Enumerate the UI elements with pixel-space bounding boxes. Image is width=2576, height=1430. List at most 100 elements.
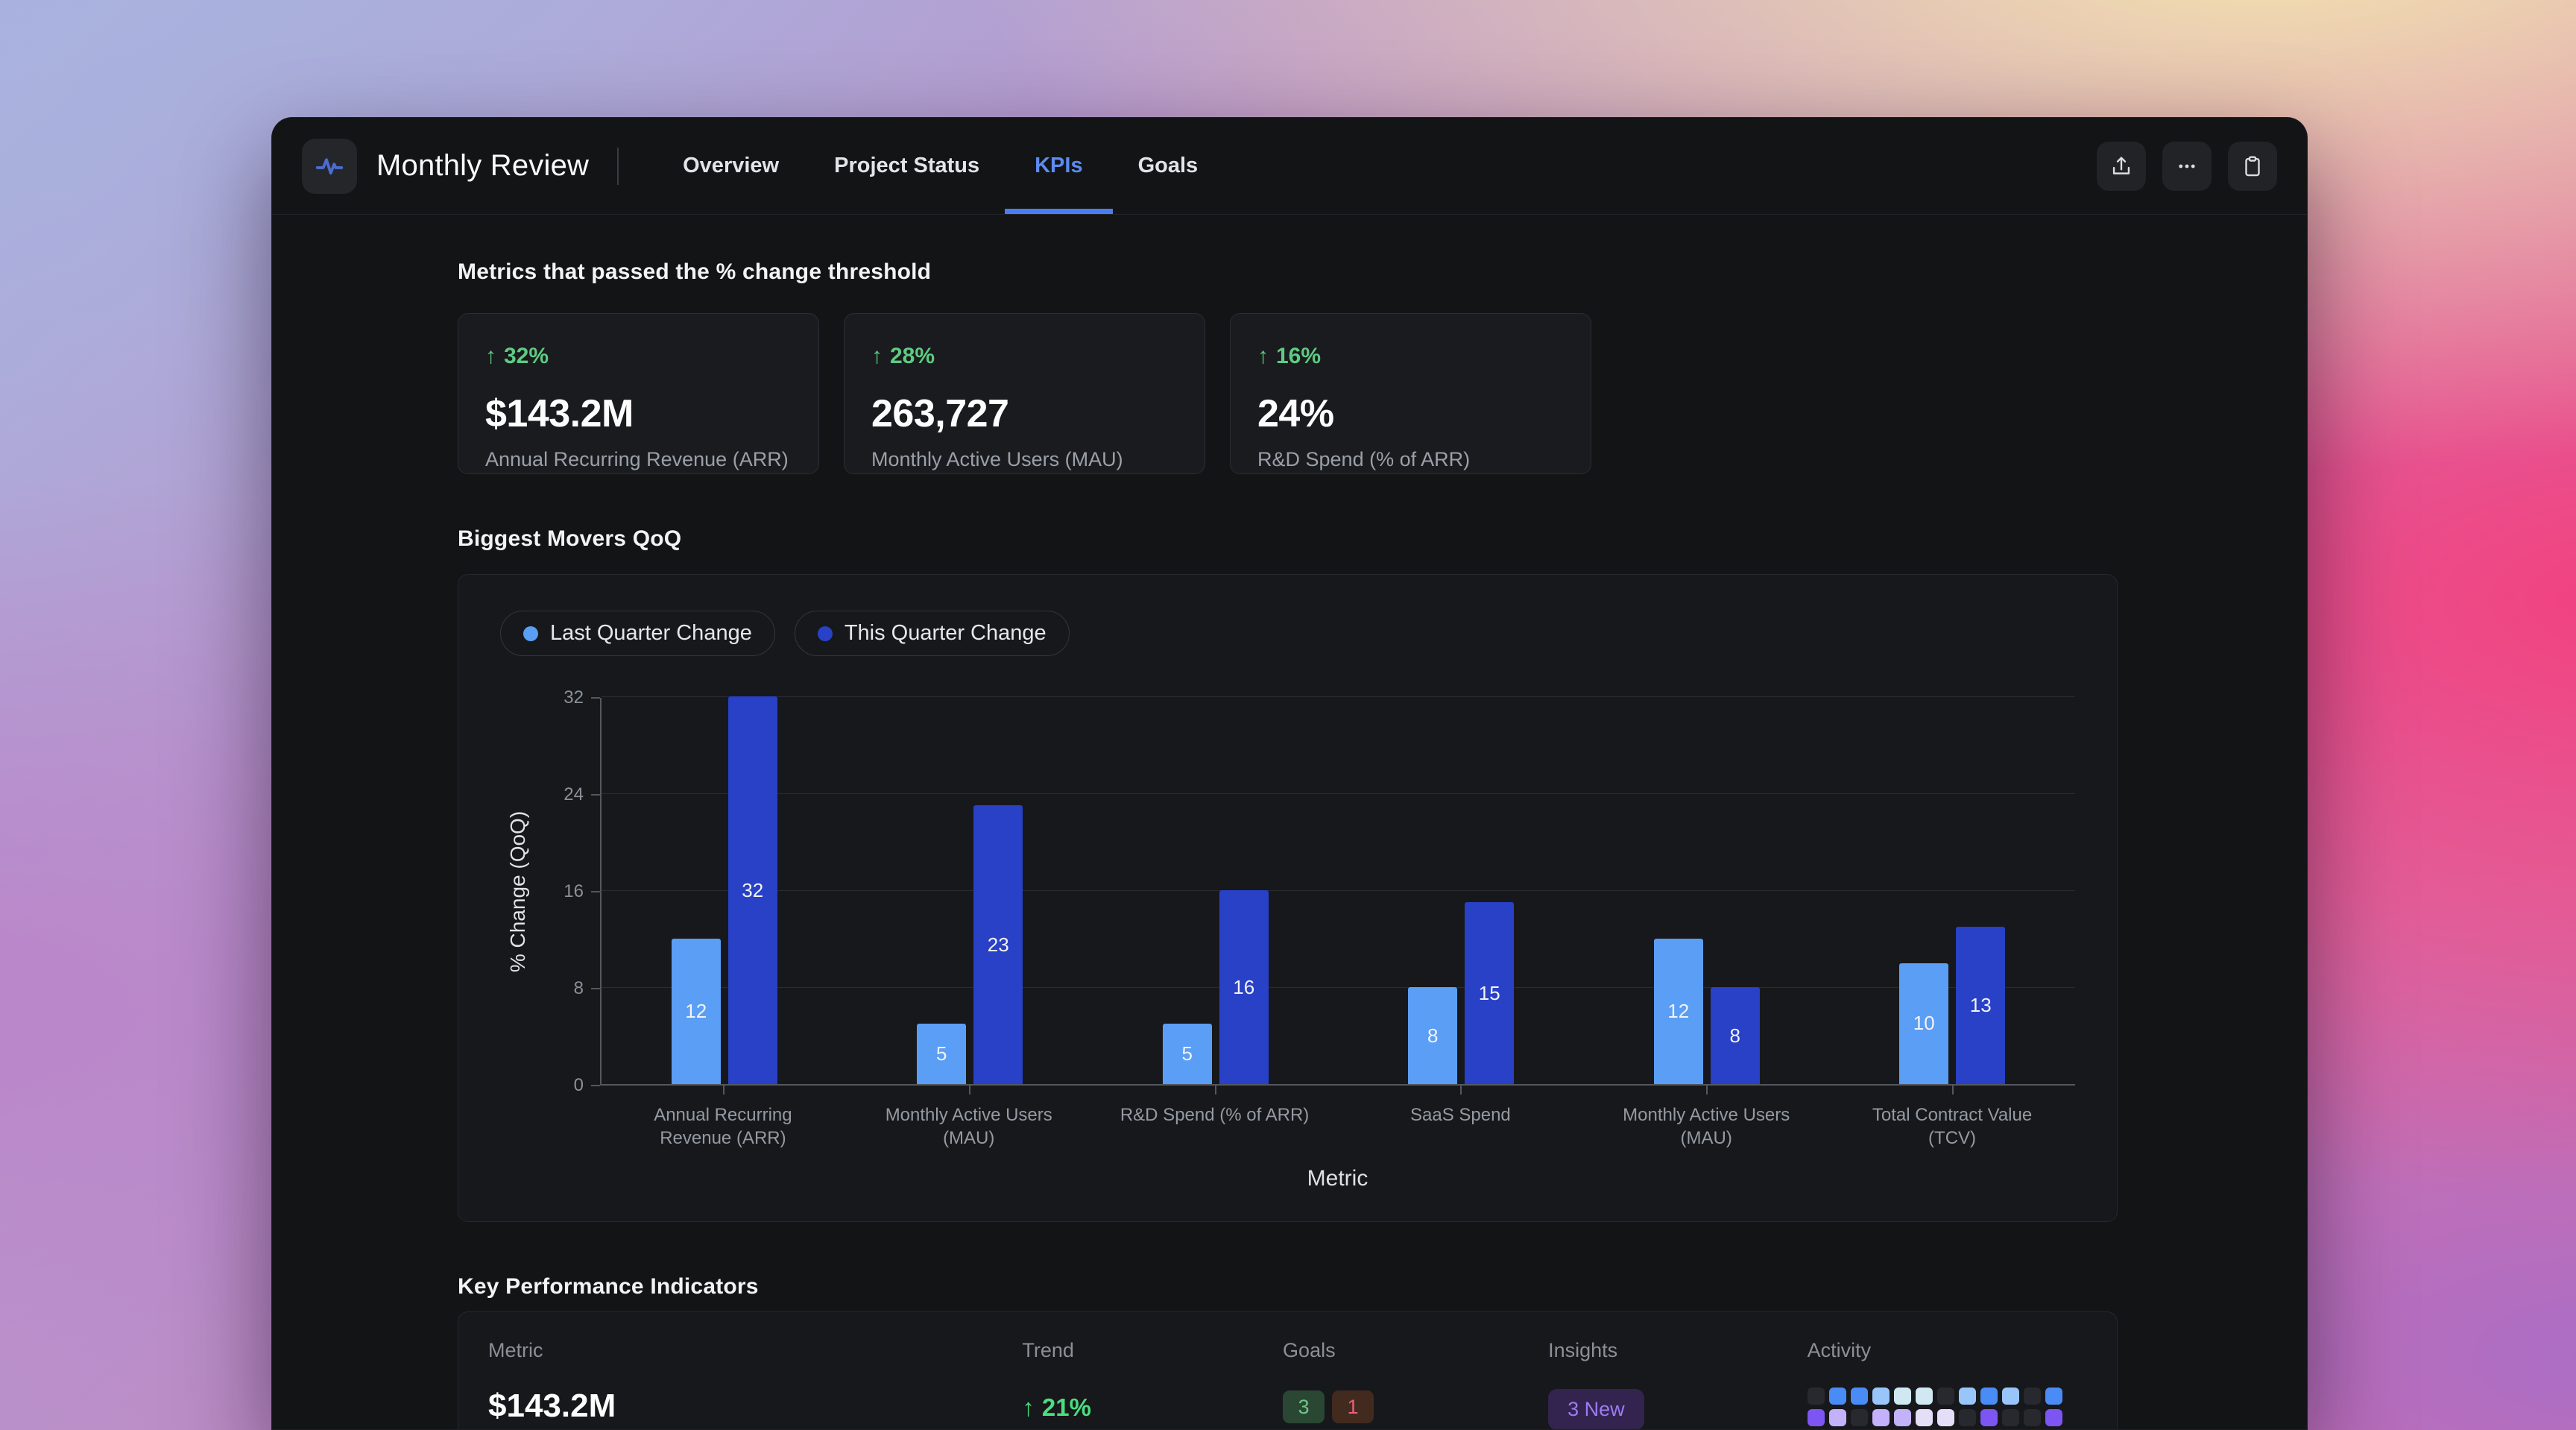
bar-chart: % Change (QoQ) 0 8 16 24 32 12 32 5 23 5 16 8 15 12 8…: [500, 687, 2076, 1191]
x-tick-icon: [1952, 1086, 1954, 1094]
app-header: Monthly Review Overview Project Status KPI…: [272, 118, 2307, 215]
column-header-trend: Trend: [1022, 1339, 1074, 1362]
metric-change-value: 16%: [1276, 344, 1322, 368]
tab-project-status[interactable]: Project Status: [834, 118, 979, 214]
activity-cell: [2023, 1388, 2041, 1405]
x-axis-category-label: Monthly Active Users (MAU): [1623, 1105, 1790, 1149]
activity-cell: [1872, 1388, 1890, 1405]
x-tick-icon: [722, 1086, 724, 1094]
tab-goals[interactable]: Goals: [1138, 118, 1199, 214]
activity-cell: [1915, 1409, 1933, 1427]
movers-section: Biggest Movers QoQ Last Quarter Change Th…: [458, 526, 2118, 1223]
app-window: Monthly Review Overview Project Status KPI…: [271, 117, 2308, 1430]
bar-last-quarter-change: 12: [1653, 939, 1703, 1084]
legend-item-last-quarter-change[interactable]: Last Quarter Change: [500, 611, 775, 656]
kpi-trend-value: 21%: [1041, 1393, 1091, 1422]
y-tick-label: 24: [564, 784, 584, 804]
chart-plot: 12 32 5 23 5 16 8 15 12 8 10 13: [600, 696, 2076, 1086]
bar-group: 12 32: [602, 696, 847, 1084]
metric-card: ↑ 32% $143.2M Annual Recurring Revenue (ARR…: [458, 313, 819, 474]
y-tick-icon: [591, 697, 600, 699]
kpi-metric-value: $143.2M: [488, 1388, 616, 1425]
metric-change: ↑ 16%: [1257, 344, 1564, 369]
column-header-goals: Goals: [1283, 1339, 1336, 1362]
spacer-4: [536, 1150, 600, 1191]
header-actions: [2097, 141, 2277, 191]
metric-change: ↑ 28%: [871, 344, 1178, 369]
bar-group: 12 8: [1584, 698, 1830, 1084]
insights-badge[interactable]: 3 New: [1548, 1389, 1644, 1429]
bar-value-label: 15: [1478, 981, 1500, 1004]
legend-label: This Quarter Change: [844, 621, 1046, 645]
threshold-section: Metrics that passed the % change thresho…: [458, 259, 2118, 474]
legend-item-this-quarter-change[interactable]: This Quarter Change: [794, 611, 1070, 656]
bar-last-quarter-change: 10: [1899, 963, 1949, 1084]
activity-cell: [2001, 1409, 2019, 1427]
gridline: [602, 987, 2075, 988]
share-icon: [2112, 156, 2130, 174]
activity-cell: [1936, 1388, 1954, 1405]
x-tick-icon: [1706, 1086, 1708, 1094]
x-axis-labels: Annual Recurring Revenue (ARR) Monthly Ac…: [600, 1086, 2075, 1150]
activity-cell: [1807, 1409, 1825, 1427]
y-tick-label: 16: [564, 881, 584, 901]
bar-last-quarter-change: 5: [917, 1023, 967, 1084]
ellipsis-icon: [2179, 164, 2195, 168]
bar-group: 10 13: [1830, 698, 2076, 1084]
kpi-table: Metric Trend Goals Insights Activity $143.2M…: [488, 1339, 2087, 1429]
kpi-table-card: Metric Trend Goals Insights Activity $143.2M…: [458, 1311, 2118, 1429]
y-tick-icon: [591, 1085, 600, 1086]
x-tick-icon: [1460, 1086, 1462, 1094]
metric-label: Monthly Active Users (MAU): [871, 448, 1123, 470]
bar-this-quarter-change: 23: [973, 805, 1023, 1084]
activity-cell: [1893, 1409, 1911, 1427]
bar-value-label: 5: [936, 1042, 947, 1065]
gridline: [602, 890, 2075, 891]
bar-value-label: 8: [1427, 1024, 1439, 1047]
bar-value-label: 8: [1729, 1024, 1740, 1047]
more-button[interactable]: [2162, 141, 2212, 191]
clipboard-button[interactable]: [2228, 141, 2277, 191]
kpi-activity-cell: [1807, 1388, 2087, 1429]
x-axis-category: Annual Recurring Revenue (ARR): [600, 1086, 846, 1150]
activity-grid: [1807, 1388, 2087, 1429]
bar-this-quarter-change: 8: [1710, 987, 1760, 1084]
kpi-metric-cell: $143.2M Annual Recurring Revenue (ARR): [488, 1388, 1022, 1429]
main-content: Metrics that passed the % change thresho…: [272, 215, 2307, 1429]
y-axis-title: % Change (QoQ): [506, 810, 529, 973]
bar-this-quarter-change: 13: [1956, 926, 2006, 1084]
activity-cell: [2045, 1409, 2062, 1427]
bar-group: 5 16: [1093, 698, 1339, 1084]
bar-value-label: 16: [1233, 975, 1255, 998]
tab-overview[interactable]: Overview: [683, 118, 779, 214]
activity-cell: [1807, 1388, 1825, 1405]
x-tick-icon: [1214, 1086, 1216, 1094]
share-button[interactable]: [2097, 141, 2146, 191]
bar-this-quarter-change: 15: [1465, 902, 1515, 1084]
app-logo-icon: [302, 138, 357, 194]
metric-change-value: 32%: [504, 344, 549, 368]
goal-badge-success: 3: [1283, 1390, 1325, 1424]
up-arrow-icon: ↑: [871, 344, 883, 368]
gridline: [602, 793, 2075, 794]
bar-value-label: 12: [685, 1000, 707, 1022]
legend-label: Last Quarter Change: [550, 621, 752, 645]
bar-this-quarter-change: 32: [727, 696, 777, 1084]
y-axis-ticks: 0 8 16 24 32: [536, 687, 600, 1095]
bar-this-quarter-change: 16: [1219, 890, 1269, 1084]
bar-value-label: 12: [1667, 1000, 1690, 1022]
y-tick-icon: [591, 988, 600, 989]
activity-cell: [1828, 1409, 1846, 1427]
tab-kpis[interactable]: KPIs: [1004, 118, 1114, 214]
activity-cell: [1828, 1388, 1846, 1405]
metric-cards: ↑ 32% $143.2M Annual Recurring Revenue (ARR…: [458, 313, 2118, 474]
goal-badge-danger: 1: [1332, 1390, 1374, 1424]
x-axis-category: Monthly Active Users (MAU): [1583, 1086, 1829, 1150]
activity-cell: [1980, 1409, 1998, 1427]
bar-value-label: 13: [1969, 993, 1992, 1016]
spacer-2: [536, 1086, 600, 1150]
kpi-section: Key Performance Indicators Metric Trend Go…: [458, 1274, 2118, 1429]
up-arrow-icon: ↑: [485, 344, 496, 368]
